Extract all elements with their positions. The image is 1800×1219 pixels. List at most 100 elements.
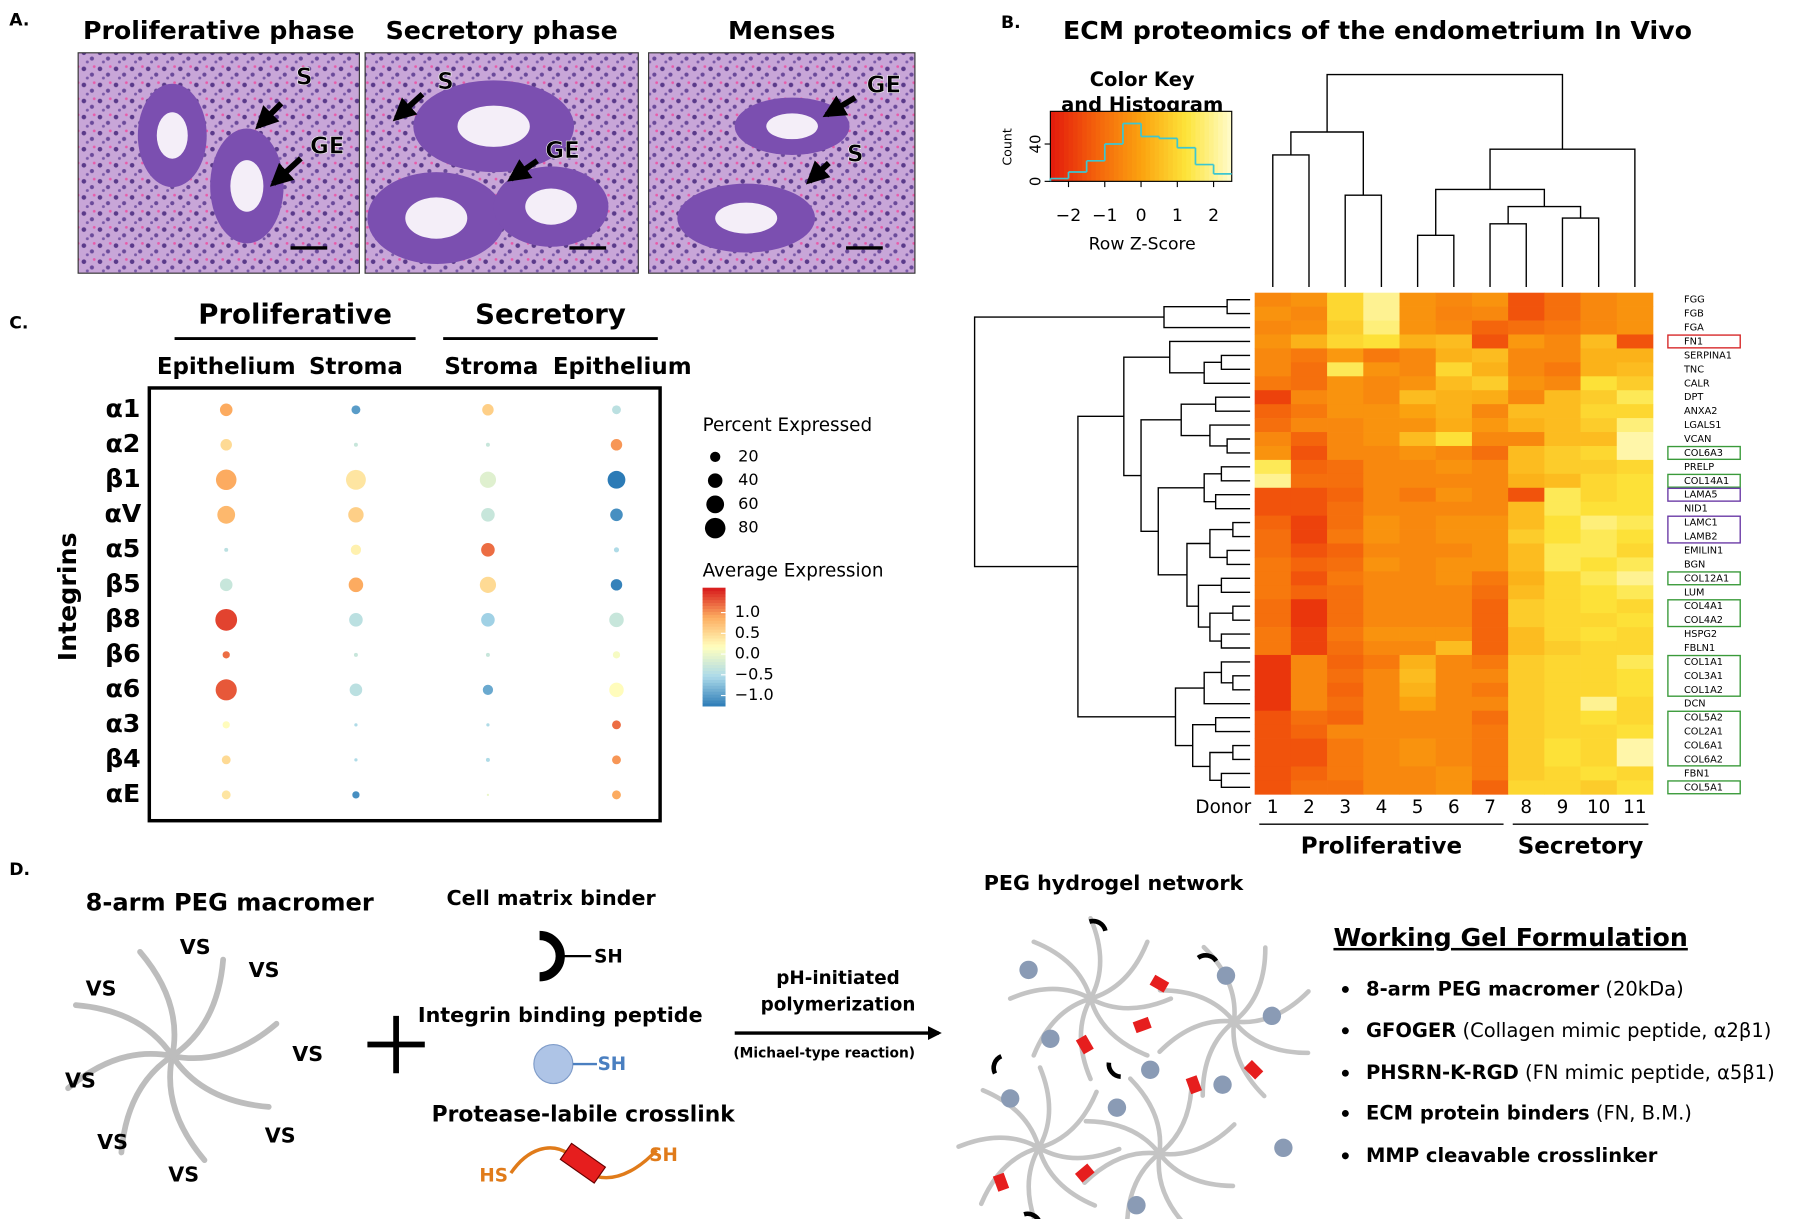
row-highlight: [1667, 334, 1741, 349]
peg-arm: [167, 1053, 208, 1164]
heatmap-cell: [1435, 585, 1473, 600]
dot: [612, 790, 621, 800]
crosslink-site: [1075, 1034, 1094, 1055]
arrow: [255, 101, 284, 130]
dot: [349, 683, 363, 697]
heatmap-cell: [1616, 404, 1654, 419]
heatmap-cell: [1254, 334, 1292, 349]
dot: [354, 723, 358, 727]
heatmap-cell: [1254, 487, 1292, 503]
colorbar-slice: [702, 617, 726, 621]
heatmap-cell: [1363, 557, 1400, 572]
arrow: [805, 160, 831, 185]
dot: [222, 651, 230, 659]
heatmap-cell: [1616, 487, 1654, 503]
row-label: αV: [104, 499, 141, 528]
heatmap-cell: [1508, 418, 1545, 433]
column-label: 10: [1587, 797, 1610, 818]
heatmap-cell: [1616, 376, 1654, 391]
legend-label: 60: [738, 494, 758, 513]
heatmap-cell: [1363, 306, 1400, 321]
heatmap-cell: [1290, 543, 1328, 558]
heatmap-cell: [1363, 390, 1400, 405]
peg-arm: [1082, 1150, 1162, 1185]
heatmap-cell: [1616, 432, 1654, 447]
colorbar-slice: [702, 691, 726, 695]
row-label: COL4A1: [1684, 601, 1723, 612]
heatmap-cell: [1363, 752, 1400, 767]
heatmap-cell: [1544, 445, 1581, 461]
heatmap-cell: [1435, 320, 1473, 335]
heatmap-cell: [1616, 334, 1654, 349]
heatmap-cell: [1544, 682, 1581, 698]
heatmap-cell: [1471, 404, 1509, 419]
heatmap-cell: [1580, 599, 1618, 614]
heatmap-cell: [1435, 654, 1473, 670]
heatmap-cell: [1399, 557, 1437, 572]
heatmap-cell: [1290, 320, 1328, 335]
heatmap-cell: [1363, 571, 1400, 586]
heatmap-cell: [1399, 404, 1437, 419]
plus: [367, 1015, 425, 1074]
heatmap-cell: [1363, 404, 1400, 419]
dot: [482, 404, 494, 416]
gland-lumen: [156, 112, 188, 159]
row-label: LAMA5: [1684, 490, 1718, 501]
heatmap-cell: [1254, 445, 1292, 461]
heatmap-cell: [1254, 348, 1292, 363]
heatmap-cell: [1544, 292, 1581, 307]
column-label: Epithelium: [157, 354, 296, 380]
arm-label: VS: [65, 1068, 96, 1092]
heatmap-cell: [1254, 585, 1292, 600]
heatmap-cell: [1508, 627, 1545, 642]
legend-dot: [706, 495, 725, 514]
row-label: COL5A1: [1684, 782, 1723, 793]
heatmap-cell: [1327, 696, 1364, 712]
heatmap-cell: [1435, 445, 1473, 461]
bullet: [1341, 1152, 1349, 1160]
crosslink-site: [992, 1172, 1010, 1192]
integrin-peptide: [1262, 1006, 1282, 1026]
heatmap-cell: [1290, 390, 1328, 405]
row-label: DPT: [1684, 392, 1703, 403]
colorbar-slice: [702, 661, 726, 666]
heatmap-cell: [1290, 418, 1328, 433]
dot: [612, 755, 621, 765]
colorbar-slice: [702, 649, 726, 654]
heatmap-cell: [1508, 348, 1545, 363]
heatmap-cell: [1363, 292, 1400, 307]
row-label: COL14A1: [1684, 476, 1729, 487]
heatmap-cell: [1471, 738, 1509, 753]
colorbar-slice: [702, 667, 726, 672]
heatmap-cell: [1580, 473, 1618, 489]
heatmap-cell: [1327, 724, 1364, 739]
dot: [353, 652, 358, 657]
heatmap-cell: [1544, 585, 1581, 600]
heatmap-cell: [1616, 766, 1654, 781]
colorbar-slice: [702, 634, 726, 639]
heatmap-cell: [1435, 627, 1473, 642]
heatmap-cell: [1580, 292, 1618, 307]
item-detail: (20kDa): [1599, 977, 1683, 1000]
bullet: [1341, 985, 1349, 993]
heatmap-cell: [1290, 362, 1328, 377]
heatmap-cell: [1435, 543, 1473, 558]
row-label: HSPG2: [1684, 629, 1717, 640]
heatmap-cell: [1363, 459, 1400, 475]
key-gradient: [1150, 111, 1156, 182]
column-label: 7: [1484, 797, 1496, 818]
key-gradient: [1077, 111, 1083, 182]
heatmap-cell: [1616, 696, 1654, 712]
item-detail: (Collagen mimic peptide, α2β1): [1456, 1018, 1771, 1041]
row-label: COL5A2: [1684, 713, 1723, 724]
heatmap-cell: [1471, 710, 1509, 725]
row-highlight: [1667, 599, 1741, 628]
dot: [610, 579, 623, 591]
heatmap-cell: [1399, 362, 1437, 377]
heatmap-cell: [1471, 752, 1509, 767]
heatmap-cell: [1508, 390, 1545, 405]
heatmap-cell: [1435, 752, 1473, 767]
heatmap-cell: [1616, 710, 1654, 725]
key-gradient: [1073, 111, 1079, 182]
heatmap-cell: [1399, 696, 1437, 712]
